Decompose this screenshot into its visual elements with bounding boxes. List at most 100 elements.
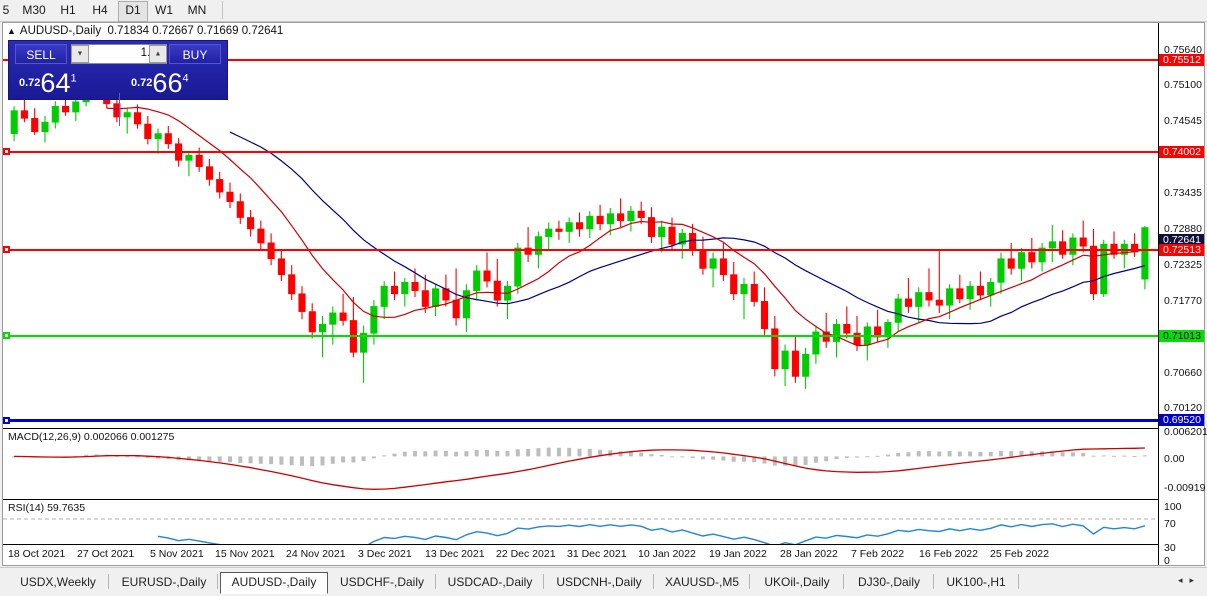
price-label-resistance-072513: 0.72513 [1159, 244, 1204, 256]
support-line-071013 [3, 335, 1158, 337]
time-scale: 18 Oct 2021 27 Oct 2021 5 Nov 2021 15 No… [3, 544, 1158, 565]
macd-title: MACD(12,26,9) 0.002066 0.001275 [8, 431, 175, 443]
scroll-right-icon[interactable]: ▸ [1189, 575, 1201, 585]
time-label: 19 Jan 2022 [709, 548, 767, 560]
time-label: 28 Jan 2022 [780, 548, 838, 560]
buy-price-fraction: 4 [182, 72, 189, 85]
macd-tick-min: -0.00919 [1164, 482, 1206, 494]
price-scale[interactable]: 0.75640 0.75100 0.74545 0.73435 0.72880 … [1158, 23, 1207, 567]
chart-tab-usdcad-daily[interactable]: USDCAD-,Daily [447, 575, 533, 589]
rsi-tick-100: 100 [1164, 501, 1182, 513]
chart-tab-usdcnh-daily[interactable]: USDCNH-,Daily [556, 575, 642, 589]
chart-tab-uk100-h1[interactable]: UK100-,H1 [946, 575, 1006, 589]
toolbar-separator [222, 1, 223, 19]
chevron-down-icon: ▼ [76, 50, 84, 58]
time-label: 31 Dec 2021 [567, 548, 627, 560]
price-tick: 0.71770 [1164, 295, 1202, 307]
resistance-line-074002 [3, 151, 1158, 153]
time-label: 16 Feb 2022 [919, 548, 978, 560]
rsi-title: RSI(14) 59.7635 [8, 502, 86, 514]
time-label: 25 Feb 2022 [990, 548, 1049, 560]
candlestick-svg [10, 68, 1149, 390]
price-tick: 0.72325 [1164, 259, 1202, 271]
buy-button[interactable]: BUY [169, 44, 221, 64]
support-handle-069520[interactable] [3, 417, 10, 424]
price-tick: 0.74545 [1164, 115, 1202, 127]
tab-separator [933, 574, 934, 589]
resistance-line-075512 [3, 59, 1158, 61]
trade-panel-controls: SELL 1.00 ▼ ▲ BUY [9, 41, 227, 67]
timeframe-m30[interactable]: M30 [22, 3, 46, 17]
sell-price-prefix: 0.72 [19, 76, 41, 89]
sell-button[interactable]: SELL [15, 44, 67, 64]
sell-price[interactable]: 0.72641 [19, 67, 77, 100]
time-label: 10 Jan 2022 [638, 548, 696, 560]
chart-tab-eurusd-daily[interactable]: EURUSD-,Daily [121, 575, 207, 589]
rsi-tick-30: 30 [1164, 542, 1176, 554]
chart-tab-dj30-daily[interactable]: DJ30-,Daily [857, 575, 920, 589]
price-tick: 0.75100 [1164, 79, 1202, 91]
tab-separator [217, 574, 218, 589]
collapse-triangle-icon[interactable]: ▲ [7, 26, 16, 36]
chart-tab-bar: USDX,Weekly EURUSD-,Daily AUDUSD-,Daily … [0, 567, 1207, 596]
macd-tick-max: 0.006201 [1164, 426, 1207, 438]
price-tick: 0.70120 [1164, 402, 1202, 414]
chevron-up-icon: ▲ [154, 50, 162, 58]
chart-tab-audusd-daily[interactable]: AUDUSD-,Daily [220, 572, 328, 594]
price-tick: 0.72880 [1164, 223, 1202, 235]
timeframe-d1[interactable]: D1 [118, 1, 148, 22]
trade-panel-divider [119, 93, 120, 126]
buy-price-big: 66 [152, 68, 183, 98]
tab-separator [843, 574, 844, 589]
chart-tab-ukoil-daily[interactable]: UKOil-,Daily [764, 575, 830, 589]
time-label: 7 Feb 2022 [851, 548, 905, 560]
tab-separator [543, 574, 544, 589]
price-label-support-071013: 0.71013 [1159, 330, 1204, 342]
timeframe-toolbar: 5 M30 H1 H4 D1 W1 MN [0, 0, 1207, 22]
tab-separator [108, 574, 109, 589]
buy-price[interactable]: 0.72664 [131, 67, 189, 100]
chart-tab-usdchf-daily[interactable]: USDCHF-,Daily [340, 575, 424, 589]
time-label: 22 Dec 2021 [496, 548, 556, 560]
macd-tick-zero: 0.00 [1164, 453, 1185, 465]
chart-symbol-title: AUDUSD-,Daily [19, 25, 102, 37]
chart-tab-usdx-weekly[interactable]: USDX,Weekly [20, 575, 96, 589]
support-line-069520 [3, 419, 1158, 422]
tab-separator [749, 574, 750, 589]
tab-separator [653, 574, 654, 589]
tab-separator [1018, 574, 1019, 589]
timeframe-m5[interactable]: 5 [2, 3, 10, 17]
resistance-line-072513 [3, 249, 1158, 251]
resistance-handle-072513[interactable] [3, 246, 10, 253]
chart-window: ▲ AUDUSD-,Daily 0.71834 0.72667 0.71669 0… [2, 22, 1207, 567]
resistance-handle-074002[interactable] [3, 148, 10, 155]
time-label: 13 Dec 2021 [425, 548, 485, 560]
buy-price-prefix: 0.72 [131, 76, 153, 89]
volume-decrement-button[interactable]: ▼ [71, 45, 89, 63]
timeframe-mn[interactable]: MN [187, 3, 207, 17]
rsi-tick-0: 0 [1164, 555, 1170, 567]
timeframe-w1[interactable]: W1 [155, 3, 173, 17]
volume-increment-button[interactable]: ▲ [149, 45, 167, 63]
macd-subwindow[interactable]: MACD(12,26,9) 0.002066 0.001275 [3, 428, 1158, 497]
sell-price-fraction: 1 [70, 72, 77, 85]
price-label-resistance-075512: 0.75512 [1159, 54, 1204, 66]
timeframe-h1[interactable]: H1 [60, 3, 76, 17]
price-label-support-069520: 0.69520 [1159, 414, 1204, 426]
support-handle-071013[interactable] [3, 332, 10, 339]
time-label: 15 Nov 2021 [215, 548, 275, 560]
timeframe-h4[interactable]: H4 [92, 3, 108, 17]
chart-tab-xauusd-m5[interactable]: XAUUSD-,M5 [664, 575, 739, 589]
tab-separator [435, 574, 436, 589]
chart-ohlc-values: 0.71834 0.72667 0.71669 0.72641 [107, 25, 284, 37]
time-label: 3 Dec 2021 [358, 548, 412, 560]
time-label: 24 Nov 2021 [286, 548, 346, 560]
tab-scroll-arrows[interactable]: ◂▸ [1178, 575, 1201, 586]
one-click-trading-panel[interactable]: SELL 1.00 ▼ ▲ BUY 0.72641 0.72664 [8, 40, 228, 126]
time-label: 5 Nov 2021 [150, 548, 204, 560]
chart-header: ▲ AUDUSD-,Daily 0.71834 0.72667 0.71669 0… [7, 25, 283, 37]
price-plot[interactable] [3, 37, 1158, 426]
scroll-left-icon[interactable]: ◂ [1177, 575, 1190, 585]
macd-svg [12, 447, 1147, 490]
